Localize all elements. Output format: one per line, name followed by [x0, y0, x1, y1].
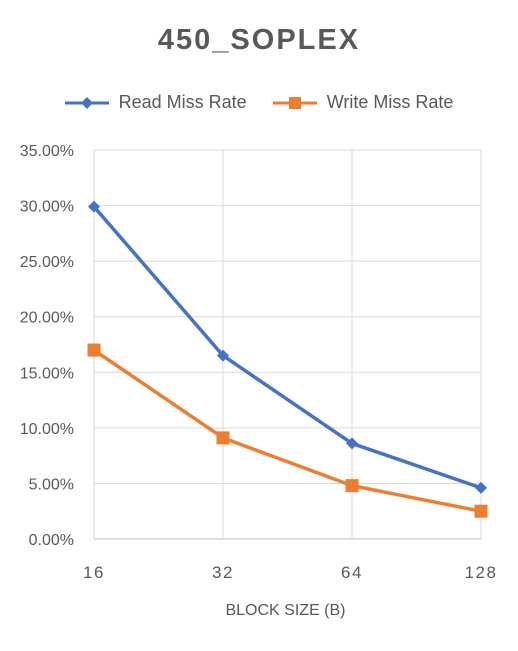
y-tick-label: 20.00% — [20, 310, 74, 327]
data-point-write — [87, 343, 101, 357]
x-tick-label: 64 — [341, 563, 363, 582]
series-line-0 — [92, 205, 482, 490]
x-tick-label: 32 — [212, 563, 234, 582]
y-tick-label: 30.00% — [20, 199, 74, 216]
legend-marker-read — [80, 96, 93, 109]
legend-swatch-write-icon — [272, 96, 317, 109]
y-tick-label: 5.00% — [29, 476, 74, 493]
legend-label-write: Write Miss Rate — [326, 92, 454, 112]
data-point-write — [345, 479, 359, 493]
legend-swatch-read-icon — [64, 96, 109, 109]
y-tick-label: 10.00% — [20, 421, 74, 438]
data-point-read — [217, 349, 229, 362]
x-axis-title: BLOCK SIZE (B) — [225, 602, 345, 619]
y-tick-label: 15.00% — [20, 365, 74, 382]
y-tick-label: 0.00% — [29, 532, 74, 549]
data-point-read — [475, 481, 487, 494]
x-tick-label: 16 — [83, 563, 105, 582]
data-point-read — [88, 200, 100, 213]
data-point-write — [216, 431, 230, 445]
x-tick-label: 128 — [465, 563, 498, 582]
legend: Read Miss Rate Write Miss Rate — [0, 92, 518, 113]
y-tick-label: 35.00% — [20, 143, 74, 160]
data-point-read — [346, 437, 358, 450]
legend-entry-write-miss-rate: Write Miss Rate — [272, 92, 454, 113]
chart-title: 450_SOPLEX — [157, 24, 361, 56]
y-tick-label: 25.00% — [20, 254, 74, 271]
data-point-write — [474, 504, 488, 518]
series-line-1 — [93, 348, 482, 513]
legend-label-read: Read Miss Rate — [118, 92, 247, 112]
legend-marker-write — [288, 96, 301, 109]
legend-entry-read-miss-rate: Read Miss Rate — [64, 92, 247, 113]
